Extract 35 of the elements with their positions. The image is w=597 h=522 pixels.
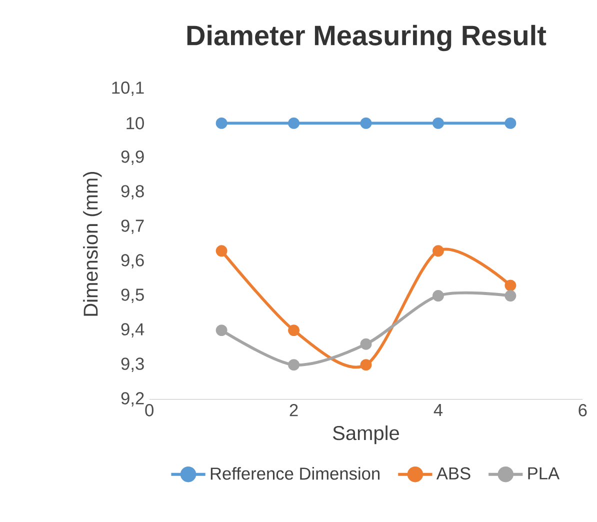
x-tick-label: 0 <box>145 404 154 416</box>
point <box>432 245 444 257</box>
point <box>288 359 300 371</box>
point <box>288 324 300 336</box>
y-tick-label: 9,8 <box>121 185 144 200</box>
point <box>432 290 444 302</box>
y-tick-label: 9,4 <box>121 323 144 338</box>
point <box>504 117 516 129</box>
point <box>216 117 228 129</box>
point <box>504 290 516 302</box>
x-tick-label: 6 <box>578 404 587 416</box>
chart-title: Diameter Measuring Result <box>187 24 546 52</box>
point <box>360 359 372 371</box>
x-axis-title: Sample <box>332 425 399 444</box>
point <box>216 245 228 257</box>
legend-label: PLA <box>528 467 560 480</box>
y-tick-label: 10 <box>126 117 144 130</box>
y-tick-label: 10,1 <box>112 82 144 96</box>
x-tick-label: 2 <box>290 404 298 416</box>
point <box>288 117 300 129</box>
legend-label: ABS <box>436 467 470 480</box>
legend-label: Refference Dimension <box>210 467 380 480</box>
y-tick-label: 9,9 <box>121 150 144 165</box>
y-tick-label: 9,5 <box>121 288 144 303</box>
point <box>360 117 372 129</box>
point <box>216 324 228 336</box>
point <box>504 280 516 292</box>
y-tick-label: 9,7 <box>121 220 144 234</box>
point <box>432 117 444 129</box>
point <box>360 338 372 350</box>
y-tick-label: 9,2 <box>121 392 144 406</box>
x-tick-label: 4 <box>434 404 443 416</box>
y-tick-label: 9,6 <box>121 254 144 268</box>
y-axis-title: Dimension (mm) <box>83 172 102 316</box>
y-tick-label: 9,3 <box>121 358 144 372</box>
